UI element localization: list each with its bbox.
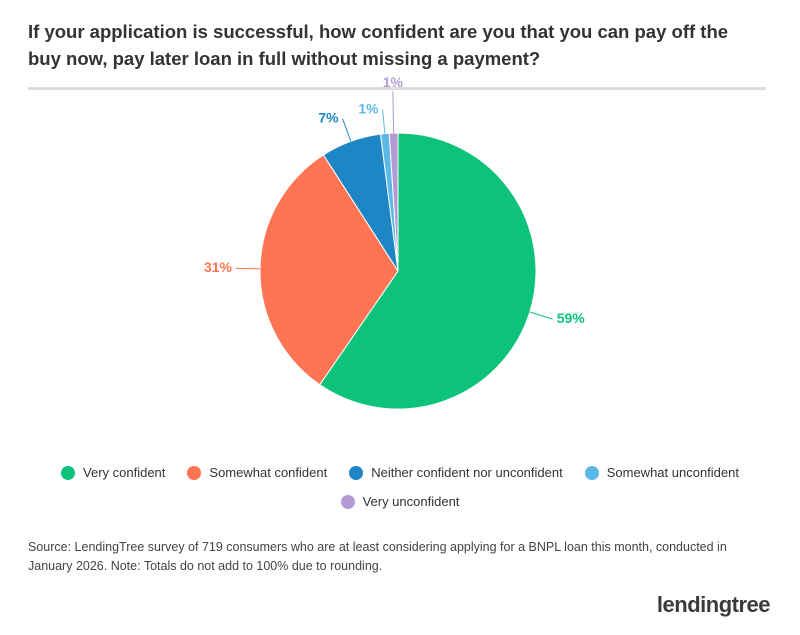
legend-swatch [349, 465, 364, 480]
legend-label: Neither confident nor unconfident [371, 465, 563, 480]
leader-line [342, 118, 352, 142]
legend-item: Neither confident nor unconfident [349, 465, 563, 480]
legend-item: Very unconfident [340, 494, 460, 509]
pie-slice [319, 132, 537, 410]
pie-slice [259, 154, 399, 386]
legend-item: Very confident [61, 465, 165, 480]
source-note: Source: LendingTree survey of 719 consum… [28, 540, 727, 573]
chart: 59% 31% 7% 1%1% [204, 74, 586, 410]
divider [28, 87, 766, 90]
legend-swatch [61, 465, 76, 480]
leader-line [529, 311, 553, 320]
legend-label: Somewhat unconfident [606, 465, 739, 480]
leader-line [382, 109, 386, 134]
legend-item: Somewhat confident [187, 465, 327, 480]
legend-label: Somewhat confident [209, 465, 328, 480]
legend-swatch [584, 465, 599, 480]
leader-line [392, 91, 395, 134]
data-label: 1% [383, 74, 404, 90]
legend-label: Very confident [83, 465, 166, 480]
brand-logo: lendingtree [656, 592, 771, 617]
legend-swatch [340, 494, 355, 509]
legend-item: Somewhat unconfident [584, 465, 739, 480]
legend: Very confident Somewhat confident Neither … [40, 465, 760, 509]
data-label: 31% [204, 259, 233, 275]
chart-title: If your application is successful, how c… [28, 21, 729, 69]
legend-swatch [187, 465, 202, 480]
legend-label: Very unconfident [362, 494, 460, 509]
data-label: 1% [358, 100, 379, 116]
data-label: 59% [557, 310, 586, 326]
data-label: 7% [318, 109, 339, 125]
